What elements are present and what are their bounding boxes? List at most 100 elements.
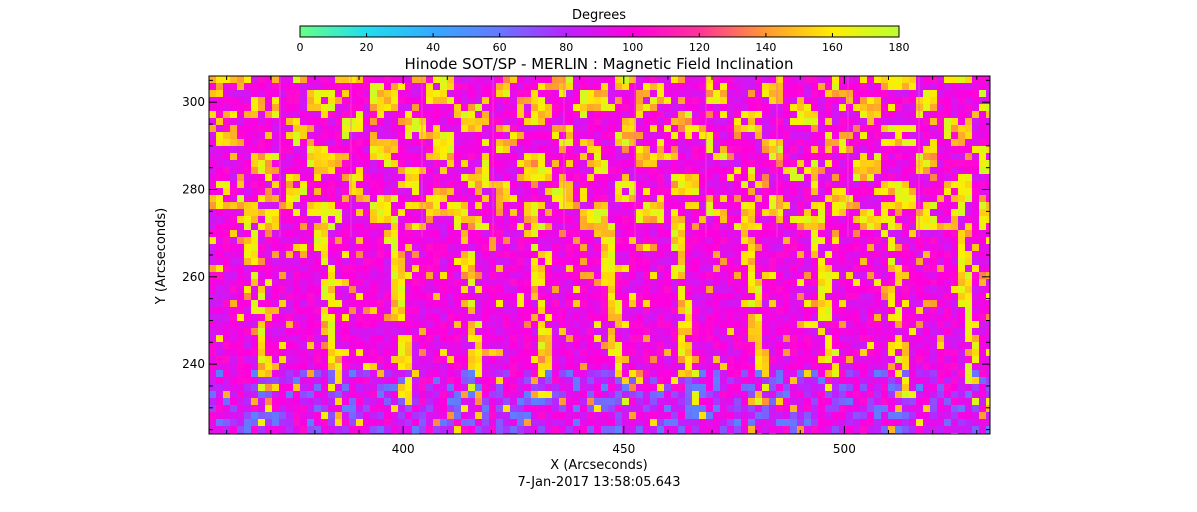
heatmap-cell	[559, 272, 566, 279]
heatmap-cell	[699, 174, 706, 181]
heatmap-cell	[391, 279, 398, 286]
heatmap-cell	[496, 209, 503, 216]
heatmap-cell	[405, 321, 412, 328]
heatmap-cell	[951, 202, 958, 209]
heatmap-cell	[419, 363, 426, 370]
heatmap-cell	[951, 265, 958, 272]
heatmap-cell	[783, 272, 790, 279]
heatmap-cell	[944, 286, 951, 293]
heatmap-cell	[426, 132, 433, 139]
heatmap-cell	[839, 188, 846, 195]
heatmap-cell	[552, 97, 559, 104]
heatmap-cell	[300, 384, 307, 391]
heatmap-cell	[888, 342, 895, 349]
heatmap-cell	[664, 314, 671, 321]
heatmap-cell	[559, 153, 566, 160]
heatmap-cell	[370, 97, 377, 104]
heatmap-cell	[846, 125, 853, 132]
heatmap-cell	[965, 237, 972, 244]
heatmap-cell	[601, 293, 608, 300]
heatmap-cell	[475, 83, 482, 90]
heatmap-cell	[895, 188, 902, 195]
heatmap-cell	[363, 265, 370, 272]
heatmap-cell	[657, 118, 664, 125]
heatmap-cell	[349, 125, 356, 132]
heatmap-cell	[370, 300, 377, 307]
heatmap-cell	[643, 377, 650, 384]
heatmap-cell	[510, 356, 517, 363]
heatmap-cell	[615, 342, 622, 349]
heatmap-cell	[300, 230, 307, 237]
heatmap-cell	[916, 314, 923, 321]
heatmap-cell	[671, 167, 678, 174]
heatmap-cell	[692, 377, 699, 384]
heatmap-cell	[958, 209, 965, 216]
heatmap-cell	[216, 104, 223, 111]
heatmap-cell	[580, 314, 587, 321]
heatmap-cell	[874, 377, 881, 384]
heatmap-cell	[825, 174, 832, 181]
heatmap-cell	[419, 279, 426, 286]
heatmap-cell	[741, 244, 748, 251]
heatmap-cell	[510, 97, 517, 104]
heatmap-cell	[440, 272, 447, 279]
heatmap-cell	[685, 209, 692, 216]
heatmap-cell	[986, 146, 990, 153]
heatmap-cell	[923, 76, 930, 83]
heatmap-cell	[839, 230, 846, 237]
heatmap-cell	[608, 83, 615, 90]
heatmap-cell	[321, 237, 328, 244]
heatmap-cell	[853, 258, 860, 265]
heatmap-cell	[720, 230, 727, 237]
heatmap-cell	[643, 83, 650, 90]
heatmap-cell	[657, 167, 664, 174]
heatmap-cell	[881, 202, 888, 209]
heatmap-cell	[622, 321, 629, 328]
heatmap-cell	[307, 209, 314, 216]
heatmap-cell	[356, 223, 363, 230]
heatmap-cell	[853, 307, 860, 314]
heatmap-cell	[804, 174, 811, 181]
heatmap-cell	[496, 153, 503, 160]
heatmap-cell	[300, 265, 307, 272]
heatmap-cell	[832, 125, 839, 132]
heatmap-cell	[832, 377, 839, 384]
heatmap-cell	[545, 167, 552, 174]
heatmap-cell	[930, 118, 937, 125]
heatmap-cell	[608, 118, 615, 125]
heatmap-cell	[496, 237, 503, 244]
heatmap-cell	[384, 370, 391, 377]
heatmap-cell	[517, 363, 524, 370]
heatmap-cell	[391, 370, 398, 377]
heatmap-cell	[986, 132, 990, 139]
heatmap-cell	[657, 244, 664, 251]
heatmap-cell	[608, 363, 615, 370]
heatmap-cell	[517, 244, 524, 251]
heatmap-cell	[531, 216, 538, 223]
heatmap-cell	[321, 265, 328, 272]
heatmap-cell	[629, 230, 636, 237]
heatmap-cell	[629, 349, 636, 356]
heatmap-cell	[986, 118, 990, 125]
heatmap-cell	[482, 307, 489, 314]
heatmap-cell	[685, 125, 692, 132]
heatmap-cell	[475, 244, 482, 251]
heatmap-cell	[209, 181, 216, 188]
heatmap-cell	[328, 286, 335, 293]
heatmap-cell	[902, 181, 909, 188]
heatmap-cell	[356, 132, 363, 139]
heatmap-cell	[461, 174, 468, 181]
heatmap-cell	[335, 202, 342, 209]
heatmap-cell	[615, 279, 622, 286]
heatmap-cell	[391, 202, 398, 209]
heatmap-cell	[244, 174, 251, 181]
heatmap-cell	[706, 104, 713, 111]
heatmap-cell	[797, 349, 804, 356]
heatmap-cell	[923, 328, 930, 335]
heatmap-cell	[251, 384, 258, 391]
heatmap-cell	[818, 356, 825, 363]
heatmap-cell	[685, 83, 692, 90]
heatmap-cell	[643, 209, 650, 216]
heatmap-cell	[538, 251, 545, 258]
heatmap-cell	[475, 223, 482, 230]
